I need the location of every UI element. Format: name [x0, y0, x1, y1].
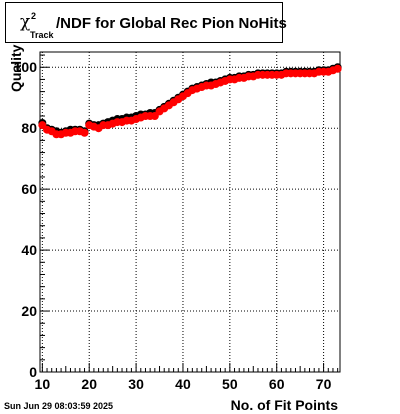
x-tick-label: 60	[269, 376, 285, 392]
x-tick-label: 40	[175, 376, 191, 392]
timestamp: Sun Jun 29 08:03:59 2025	[4, 401, 114, 411]
y-tick-label: 0	[29, 364, 37, 380]
y-tick-label: 60	[21, 181, 37, 197]
title-superscript: 2	[31, 11, 37, 21]
y-tick-label: 100	[14, 59, 38, 75]
y-tick-label: 80	[21, 120, 37, 136]
x-tick-label: 10	[35, 376, 51, 392]
x-tick-label: 20	[81, 376, 97, 392]
x-tick-labels: 10 20 30 40 50 60 70	[35, 376, 332, 392]
y-tick-labels: 0 20 40 60 80 100	[14, 59, 38, 380]
y-axis-label: Quality	[8, 44, 24, 92]
y-tick-label: 20	[21, 303, 37, 319]
grid-lines	[40, 51, 340, 372]
chart-title: /NDF for Global Rec Pion NoHits	[56, 15, 287, 32]
title-subscript: Track	[30, 30, 54, 40]
x-tick-label: 30	[128, 376, 144, 392]
title-chi-symbol: χ	[20, 12, 31, 32]
y-tick-label: 40	[21, 242, 37, 258]
x-axis-label: No. of Fit Points	[231, 397, 339, 413]
title-box: χ 2 Track /NDF for Global Rec Pion NoHit…	[5, 2, 287, 43]
data-point	[80, 128, 89, 137]
data-points	[38, 63, 342, 139]
data-point	[333, 64, 342, 73]
x-tick-label: 70	[316, 376, 332, 392]
plot-frame	[39, 51, 341, 373]
x-tick-label: 50	[222, 376, 238, 392]
